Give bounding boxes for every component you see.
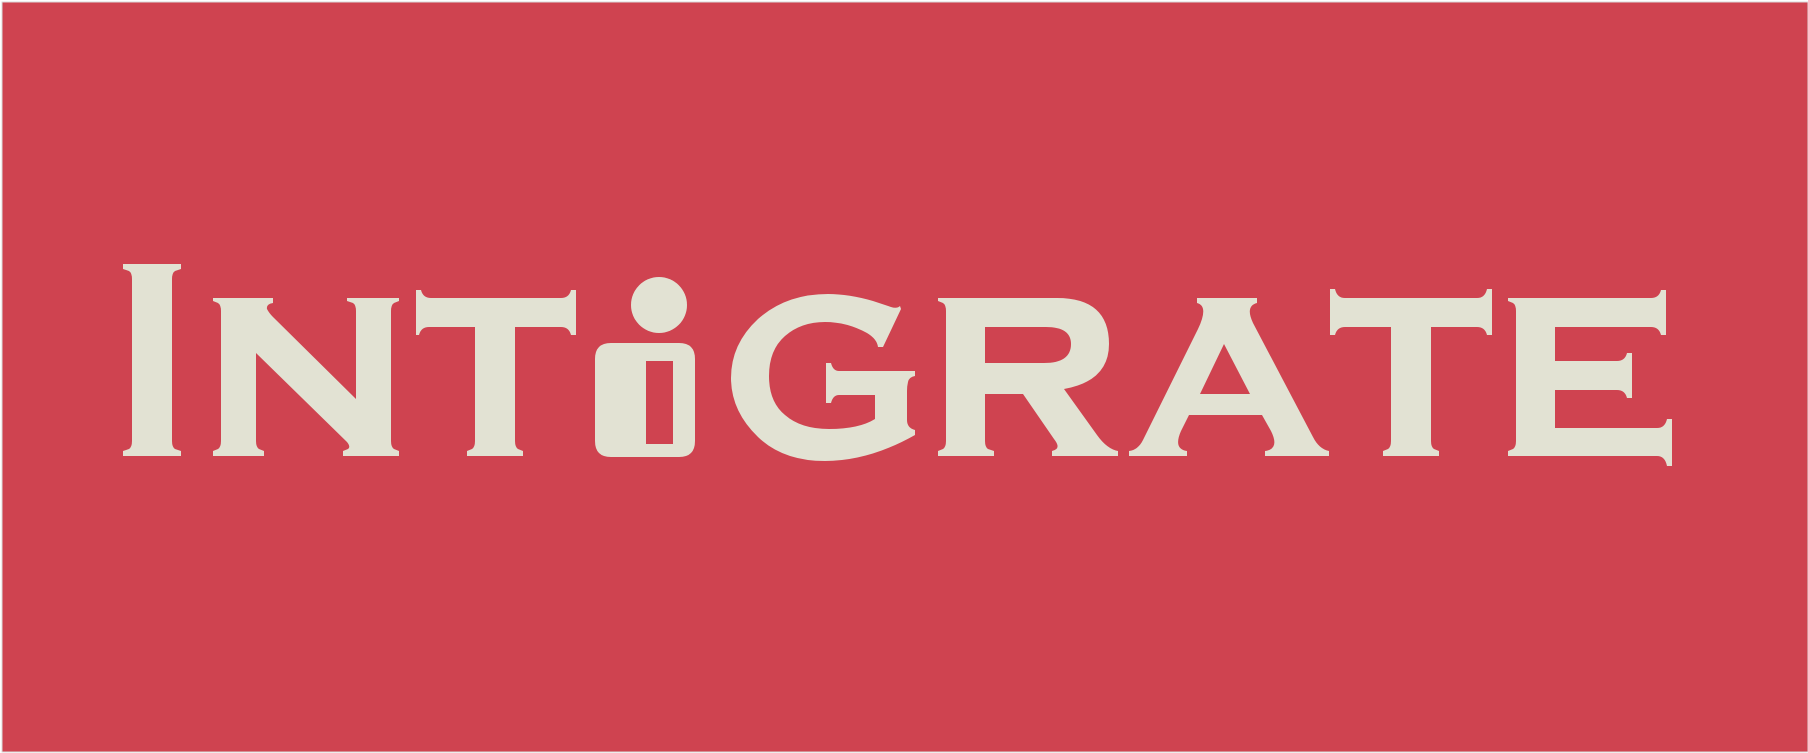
- letter-e: [1508, 290, 1672, 466]
- letter-i-dot: [631, 277, 687, 333]
- letter-t-first: [416, 290, 576, 456]
- letter-t-second: [1330, 289, 1492, 456]
- letter-a: [1129, 298, 1329, 456]
- letter-g: [731, 294, 915, 461]
- letter-i-capital: [123, 264, 181, 456]
- letter-r: [938, 298, 1118, 456]
- wordmark-accessible-text: INTiGRATE: [873, 373, 938, 384]
- letter-n: [213, 298, 399, 456]
- wordmark: [123, 264, 1672, 466]
- letter-i-boxed: [595, 343, 695, 457]
